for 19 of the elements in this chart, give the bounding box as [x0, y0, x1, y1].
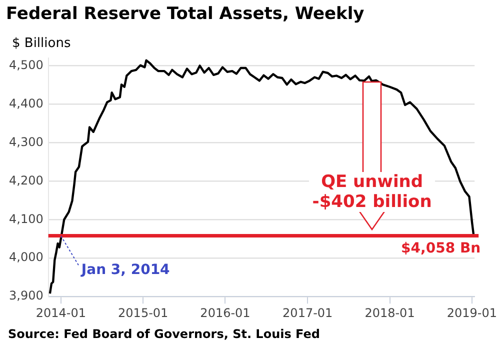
chart-title: Federal Reserve Total Assets, Weekly	[6, 4, 364, 24]
annotation: Jan 3, 2014	[81, 262, 170, 278]
x-tick-label: 2018-01	[364, 306, 415, 320]
x-tick-label: 2019-01	[446, 306, 497, 320]
annotation: QE unwind -$402 billion	[309, 172, 435, 212]
x-tick-label: 2014-01	[36, 306, 86, 320]
x-tick-label: 2017-01	[282, 306, 333, 320]
y-tick-label: 3,900	[8, 288, 44, 303]
y-tick-label: 4,400	[8, 96, 44, 110]
y-tick-label: 4,300	[8, 134, 44, 149]
x-tick-label: 2016-01	[200, 306, 250, 320]
y-tick-label: 4,000	[8, 250, 44, 264]
y-tick-label: 4,200	[8, 173, 44, 188]
y-tick-label: 4,500	[8, 58, 44, 72]
y-tick-label: 4,100	[8, 212, 44, 226]
x-tick-label: 2015-01	[118, 306, 168, 320]
ref-line-label: $4,058 Bn	[401, 240, 481, 256]
y-axis-title: $ Billions	[12, 36, 71, 51]
source-note: Source: Fed Board of Governors, St. Louis Fed	[8, 327, 320, 341]
